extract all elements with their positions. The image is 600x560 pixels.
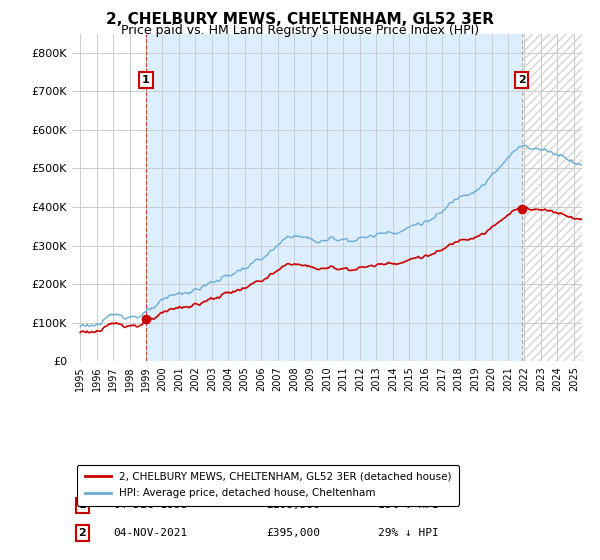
Text: 2: 2 bbox=[518, 75, 526, 85]
Text: 04-DEC-1998: 04-DEC-1998 bbox=[113, 500, 187, 510]
Text: 04-NOV-2021: 04-NOV-2021 bbox=[113, 528, 187, 538]
Text: 19% ↓ HPI: 19% ↓ HPI bbox=[378, 500, 439, 510]
Text: £395,000: £395,000 bbox=[266, 528, 320, 538]
Text: 2: 2 bbox=[79, 528, 86, 538]
Text: 29% ↓ HPI: 29% ↓ HPI bbox=[378, 528, 439, 538]
Legend: 2, CHELBURY MEWS, CHELTENHAM, GL52 3ER (detached house), HPI: Average price, det: 2, CHELBURY MEWS, CHELTENHAM, GL52 3ER (… bbox=[77, 465, 458, 506]
Text: 2, CHELBURY MEWS, CHELTENHAM, GL52 3ER: 2, CHELBURY MEWS, CHELTENHAM, GL52 3ER bbox=[106, 12, 494, 27]
Text: 1: 1 bbox=[142, 75, 150, 85]
Text: £108,500: £108,500 bbox=[266, 500, 320, 510]
Bar bbox=[521, 34, 582, 361]
Text: Price paid vs. HM Land Registry's House Price Index (HPI): Price paid vs. HM Land Registry's House … bbox=[121, 24, 479, 37]
Text: 1: 1 bbox=[79, 500, 86, 510]
Bar bbox=[146, 34, 521, 361]
